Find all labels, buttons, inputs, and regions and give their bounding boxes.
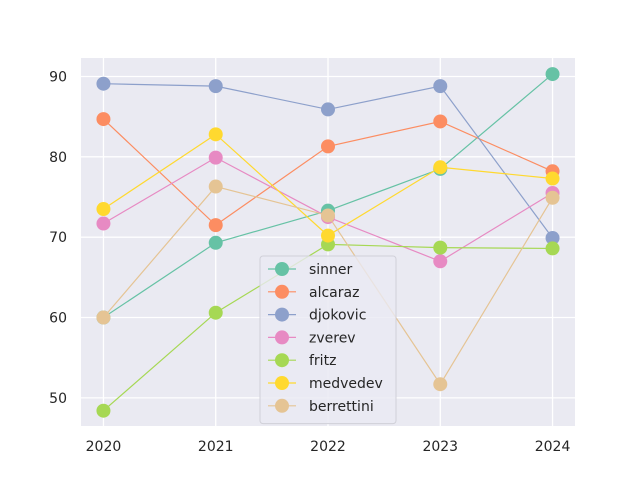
legend-marker	[275, 398, 289, 413]
data-point	[545, 241, 560, 256]
y-axis: 50 60 70 80 90	[49, 69, 67, 406]
data-point	[321, 139, 335, 154]
legend-label: djokovic	[309, 308, 366, 324]
data-point	[208, 127, 223, 142]
x-axis: 2020 2021 2022 2023 2024	[86, 439, 571, 455]
legend-item-fritz: fritz	[268, 353, 336, 369]
data-point	[545, 230, 560, 245]
data-point	[96, 216, 111, 231]
legend-label: berrettini	[309, 399, 374, 415]
series-medvedev	[96, 127, 560, 243]
series-djokovic	[96, 76, 560, 245]
series-fritz	[96, 237, 560, 418]
x-tick-label: 2022	[310, 439, 346, 455]
x-tick-label: 2021	[198, 439, 234, 455]
legend-box	[259, 255, 397, 425]
y-tick-label: 80	[49, 150, 67, 166]
legend-marker	[275, 307, 289, 322]
data-point	[433, 160, 448, 175]
data-point	[321, 228, 335, 243]
legend-label: fritz	[309, 353, 336, 369]
legend-marker	[275, 376, 289, 390]
data-point	[96, 202, 111, 217]
data-point	[96, 310, 111, 325]
legend-item-zverev: zverev	[268, 330, 356, 346]
data-point	[545, 171, 560, 186]
data-point	[433, 79, 448, 94]
data-point	[208, 150, 223, 165]
data-point	[208, 305, 223, 320]
data-point	[208, 179, 223, 194]
legend-item-medvedev: medvedev	[268, 376, 383, 392]
data-point	[433, 254, 448, 269]
legend-item-sinner: sinner	[268, 262, 353, 278]
legend: sinner alcaraz djokovic zverev fritz medvedev…	[259, 255, 397, 425]
data-point	[321, 208, 335, 223]
legend-marker	[275, 262, 289, 276]
legend-label: alcaraz	[309, 285, 359, 301]
x-tick-label: 2020	[86, 439, 122, 455]
data-point	[208, 235, 223, 250]
y-tick-label: 60	[49, 311, 67, 327]
data-point	[96, 76, 111, 91]
data-point	[208, 79, 223, 94]
legend-label: sinner	[309, 262, 353, 278]
legend-label: medvedev	[309, 376, 383, 392]
data-point	[545, 190, 560, 205]
y-tick-label: 90	[49, 69, 67, 85]
legend-item-alcaraz: alcaraz	[268, 284, 359, 301]
legend-item-berrettini: berrettini	[268, 398, 374, 415]
data-point	[433, 377, 448, 392]
series-group	[96, 67, 560, 418]
legend-item-djokovic: djokovic	[268, 307, 366, 324]
data-point	[321, 102, 335, 117]
data-point	[433, 114, 448, 129]
series-alcaraz	[96, 112, 560, 233]
x-tick-label: 2023	[422, 439, 458, 455]
legend-marker	[275, 284, 289, 299]
y-tick-label: 70	[49, 230, 67, 246]
data-point	[545, 67, 560, 82]
data-point	[433, 240, 448, 255]
legend-marker	[275, 353, 289, 368]
data-point	[96, 403, 111, 418]
legend-label: zverev	[309, 330, 356, 346]
series-berrettini	[96, 179, 560, 392]
legend-marker	[275, 330, 289, 345]
y-tick-label: 50	[49, 391, 67, 407]
data-point	[96, 112, 111, 127]
data-point	[208, 218, 223, 233]
x-tick-label: 2024	[535, 439, 571, 455]
